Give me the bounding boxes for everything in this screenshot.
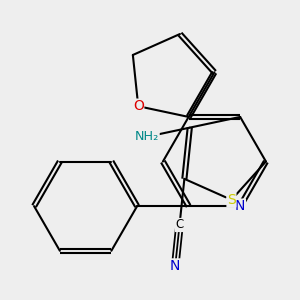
Text: O: O — [133, 99, 144, 113]
Text: C: C — [176, 218, 184, 232]
Text: NH₂: NH₂ — [135, 130, 159, 143]
Text: S: S — [227, 193, 236, 207]
Text: N: N — [235, 199, 245, 213]
Text: N: N — [170, 259, 180, 273]
